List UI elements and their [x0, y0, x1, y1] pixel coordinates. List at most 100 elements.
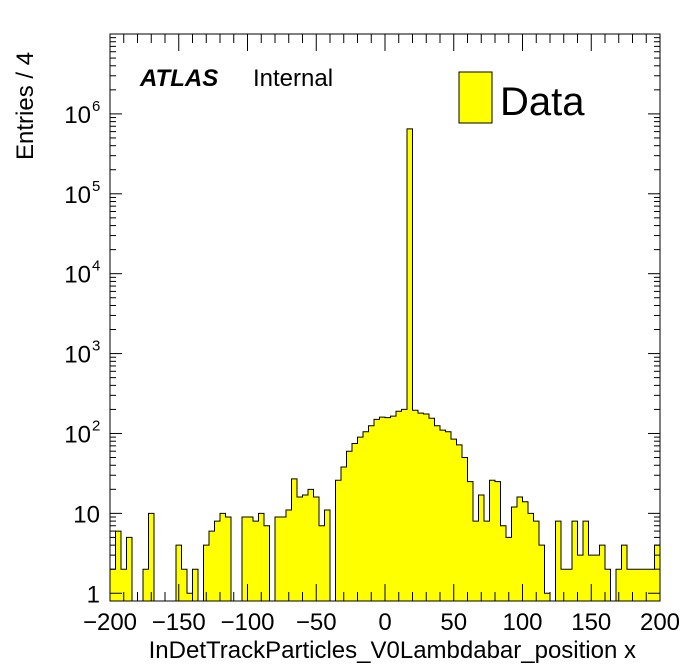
- histogram-bin: [203, 545, 210, 601]
- histogram-bin: [451, 439, 457, 601]
- histogram-bin: [467, 481, 474, 601]
- histogram-bin: [110, 569, 116, 601]
- histogram-bin: [319, 525, 325, 601]
- y-tick-label: 10: [64, 262, 91, 289]
- histogram-bin: [544, 593, 551, 601]
- y-tick-label: 10: [64, 421, 91, 448]
- histogram-bin: [407, 128, 413, 602]
- histogram-bin: [192, 569, 199, 601]
- plot-frame: [109, 33, 661, 602]
- x-tick-label: 50: [440, 609, 467, 636]
- histogram-bin: [478, 494, 485, 601]
- histogram-bin: [429, 418, 435, 601]
- y-tick-label: 10: [64, 102, 91, 129]
- x-tick-label: 200: [640, 609, 680, 636]
- histogram-bin: [390, 416, 397, 601]
- histogram-bin: [500, 525, 507, 601]
- x-tick-label: −200: [83, 609, 137, 636]
- y-axis-title: Entries / 4: [12, 52, 39, 160]
- histogram-bin: [258, 513, 265, 601]
- histogram-bin: [176, 545, 182, 601]
- histogram-bin: [291, 478, 298, 601]
- histogram-bin: [225, 517, 232, 601]
- histogram-bin: [643, 569, 650, 601]
- histogram-bin: [374, 419, 380, 601]
- histogram-bin: [627, 569, 633, 601]
- histogram-bin: [143, 569, 149, 601]
- histogram-bin: [462, 457, 468, 601]
- histogram-bin: [412, 410, 419, 601]
- histogram-bin: [418, 413, 424, 601]
- histogram-bin: [379, 417, 386, 601]
- histogram-bin: [522, 501, 529, 601]
- histogram-bin: [495, 481, 501, 601]
- histogram-bin: [539, 545, 545, 601]
- histogram-bin: [335, 480, 342, 601]
- histogram-bin: [352, 443, 358, 601]
- legend-swatch: [458, 71, 493, 124]
- internal-label: Internal: [253, 65, 333, 92]
- histogram-bin: [181, 569, 188, 601]
- histogram-bin: [401, 409, 408, 601]
- histogram-bin: [440, 430, 446, 601]
- legend-label-data: Data: [500, 80, 585, 124]
- histogram-bin: [121, 569, 127, 601]
- histogram-bin: [566, 569, 573, 601]
- histogram-bin: [346, 451, 353, 601]
- histogram-bin: [511, 507, 518, 601]
- y-tick-label-exponent: 4: [92, 258, 100, 275]
- histogram-bin: [654, 545, 661, 601]
- x-axis-title: InDetTrackParticles_V0Lambdabar_position…: [149, 637, 636, 664]
- x-tick-label: −50: [296, 609, 337, 636]
- histogram-bin: [396, 411, 402, 601]
- histogram-bin: [445, 431, 452, 601]
- histogram-bin: [275, 517, 281, 601]
- histogram-bin: [286, 510, 292, 601]
- histogram-bin: [242, 517, 248, 601]
- histogram-bin: [220, 513, 226, 601]
- histogram-bin: [148, 513, 155, 601]
- histogram-bin: [594, 555, 600, 601]
- y-tick-label: 1: [87, 581, 100, 608]
- y-tick-label: 10: [73, 501, 100, 528]
- histogram-bin: [528, 513, 534, 601]
- histogram-bin: [577, 555, 584, 601]
- histogram-bin: [324, 510, 331, 601]
- x-tick-label: 100: [502, 609, 542, 636]
- histogram-bin: [253, 521, 259, 601]
- histogram-bin: [368, 425, 375, 601]
- histogram-bin: [302, 494, 309, 601]
- histogram-bin: [621, 545, 628, 601]
- x-axis-ticks: [109, 34, 661, 601]
- histogram-bin: [632, 569, 639, 601]
- y-axis-ticks: [110, 37, 660, 594]
- histogram-bin: [506, 537, 512, 601]
- histogram-bin: [126, 537, 133, 601]
- histogram-bin: [214, 521, 221, 601]
- x-tick-labels: −200 −150 −100 −50 0 50 100 150 200: [83, 609, 680, 636]
- x-tick-label: −150: [152, 609, 206, 636]
- histogram-bin: [638, 569, 644, 601]
- histogram-bin: [588, 555, 595, 601]
- histogram-bin: [247, 517, 254, 601]
- histogram-bin: [115, 531, 122, 601]
- y-tick-label-exponent: 3: [92, 338, 100, 355]
- histogram-bin: [456, 444, 463, 601]
- histogram-bin: [280, 517, 287, 601]
- histogram-bin: [341, 467, 347, 601]
- histogram-bin: [385, 417, 391, 601]
- histogram-bin: [187, 593, 193, 601]
- atlas-label: ATLAS: [139, 65, 218, 92]
- y-tick-label-exponent: 2: [92, 417, 100, 434]
- y-tick-label: 10: [64, 182, 91, 209]
- histogram-bin: [572, 521, 578, 601]
- histogram-bin: [423, 414, 430, 601]
- histogram-bin: [561, 569, 567, 601]
- histogram-outline: [110, 128, 660, 602]
- histogram-bin: [473, 521, 479, 601]
- histogram-bin: [616, 569, 622, 601]
- histogram-bin: [533, 521, 540, 601]
- histogram-bin: [649, 569, 655, 601]
